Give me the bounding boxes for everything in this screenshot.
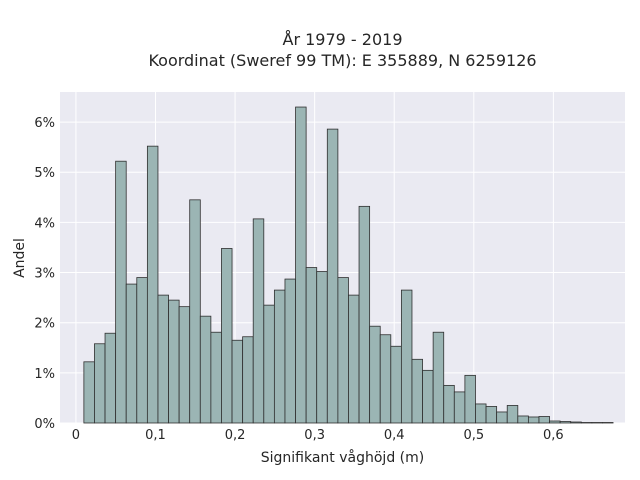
y-axis-label: Andel: [12, 238, 28, 278]
bar-13: [221, 248, 233, 424]
chart-title: År 1979 - 2019: [283, 30, 403, 49]
bar-1: [94, 343, 106, 424]
y-tick-label: 6%: [34, 116, 55, 131]
bar-18: [273, 289, 286, 424]
bar-26: [358, 205, 371, 424]
bar-41: [517, 415, 529, 424]
x-axis-ticks: 0 0,1 0,2 0,3 0,4 0,5 0,6: [72, 428, 564, 443]
y-tick-label: 1%: [34, 367, 55, 382]
bar-37: [475, 403, 487, 424]
bar-3: [115, 160, 127, 424]
bar-10: [189, 199, 201, 424]
bar-22: [316, 271, 328, 424]
bar-23: [326, 128, 339, 424]
bar-0: [83, 361, 95, 424]
x-tick-label: 0,6: [543, 428, 564, 443]
bar-6: [146, 145, 159, 424]
bar-7: [157, 294, 169, 424]
x-tick-label: 0,2: [225, 428, 246, 443]
x-tick-label: 0,1: [145, 428, 166, 443]
bar-42: [527, 416, 540, 424]
bar-40: [506, 405, 519, 424]
bar-12: [210, 331, 222, 424]
bar-38: [485, 406, 498, 424]
histogram-bars: [83, 106, 614, 424]
y-tick-label: 2%: [34, 317, 55, 332]
bar-32: [422, 369, 434, 424]
bar-48: [591, 422, 603, 424]
bar-25: [348, 294, 360, 424]
bar-2: [104, 332, 117, 424]
bar-46: [570, 421, 582, 424]
chart-subtitle: Koordinat (Sweref 99 TM): E 355889, N 62…: [148, 51, 536, 70]
y-axis-ticks: 0% 1% 2% 3% 4% 5% 6%: [34, 116, 55, 432]
y-tick-label: 3%: [34, 267, 55, 282]
bar-19: [284, 278, 296, 424]
bar-35: [453, 391, 466, 424]
bar-28: [379, 334, 392, 424]
bar-36: [464, 374, 476, 424]
bar-24: [337, 277, 349, 424]
bar-29: [390, 345, 402, 424]
y-tick-label: 0%: [34, 417, 55, 432]
bar-21: [305, 267, 318, 424]
bar-44: [549, 420, 561, 424]
bar-31: [411, 358, 423, 424]
bar-49: [602, 422, 614, 424]
bar-43: [538, 416, 550, 424]
y-tick-label: 5%: [34, 166, 55, 181]
bar-4: [125, 283, 138, 424]
x-tick-label: 0,4: [384, 428, 405, 443]
x-axis-label: Signifikant våghöjd (m): [261, 449, 424, 466]
x-tick-label: 0,5: [463, 428, 484, 443]
bar-16: [252, 218, 265, 424]
bar-45: [559, 421, 572, 424]
x-tick-label: 0,3: [304, 428, 325, 443]
bar-15: [242, 336, 254, 424]
bar-11: [199, 315, 212, 424]
bar-27: [369, 325, 381, 424]
bar-30: [400, 289, 413, 424]
bar-33: [432, 331, 445, 424]
bar-39: [496, 411, 508, 424]
bar-14: [231, 339, 244, 424]
bar-8: [168, 299, 180, 424]
bar-17: [263, 304, 275, 424]
bar-9: [178, 306, 191, 424]
y-tick-label: 4%: [34, 216, 55, 231]
bar-47: [580, 422, 593, 424]
x-tick-label: 0: [72, 428, 80, 443]
bar-34: [443, 384, 455, 424]
bar-20: [295, 106, 307, 424]
bar-5: [136, 277, 148, 424]
